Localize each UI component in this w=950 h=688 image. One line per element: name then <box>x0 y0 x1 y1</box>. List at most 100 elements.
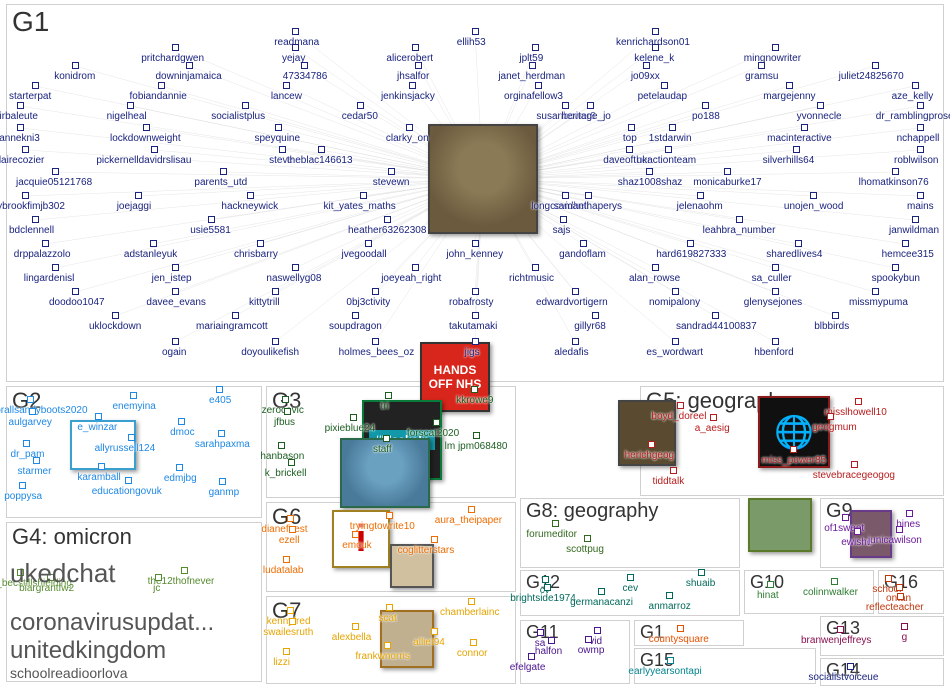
node-g7[interactable]: lizzi <box>273 658 290 668</box>
node-g7[interactable]: connor <box>457 649 488 659</box>
node-g3[interactable]: tri <box>380 402 388 412</box>
node-g6[interactable]: coglitterstars <box>398 546 455 556</box>
node-g6[interactable]: dianefirest <box>261 525 307 535</box>
node-g1[interactable]: joeyeah_right <box>381 274 441 284</box>
node-g5[interactable]: miss_power85 <box>762 456 826 466</box>
node-g2[interactable]: e_winzar <box>77 423 117 433</box>
node-g7[interactable]: alliet94 <box>413 638 445 648</box>
node-g1[interactable]: blbbirds <box>814 322 849 332</box>
node-g2[interactable]: poppysa <box>4 492 42 502</box>
node-g1[interactable]: mariaingramcott <box>196 322 268 332</box>
node-g5[interactable]: stevebracegeogog <box>813 471 895 481</box>
node-g10[interactable]: colinnwalker <box>803 588 858 598</box>
node-g1[interactable]: hemcee315 <box>882 250 934 260</box>
node-g1[interactable]: ellih53 <box>457 38 486 48</box>
node-g6[interactable]: ludatalab <box>263 566 304 576</box>
central-avatar[interactable] <box>428 124 538 234</box>
node-g15[interactable]: earlyyearsontapi <box>628 667 701 677</box>
node-g1[interactable]: clairecozier <box>0 156 44 166</box>
node-g3[interactable]: hanbason <box>260 452 304 462</box>
node-g1[interactable]: sandrad44100837 <box>676 322 757 332</box>
node-g1[interactable]: parents_utd <box>194 178 247 188</box>
node-g1[interactable]: hackneywick <box>221 202 278 212</box>
node-g2[interactable]: e405 <box>209 396 231 406</box>
node-g7[interactable]: chamberlainc <box>440 608 499 618</box>
node-g1[interactable]: nchappell <box>897 134 940 144</box>
node-g2[interactable]: safeedforallsandyboots2020 <box>0 406 88 416</box>
node-g1[interactable]: jigs <box>465 348 480 358</box>
node-g1[interactable]: pickernelldavidrslisau <box>96 156 191 166</box>
node-g16[interactable]: reflecteacher <box>866 603 924 613</box>
node-g1[interactable]: spookybun <box>872 274 920 284</box>
node-g1[interactable]: sharedlives4 <box>766 250 822 260</box>
node-g1[interactable]: gandoflam <box>559 250 606 260</box>
node-g1[interactable]: margejenny <box>763 92 815 102</box>
node-g1[interactable]: john_kenney <box>446 250 503 260</box>
node-g1[interactable]: sa_culler <box>752 274 792 284</box>
node-g7[interactable]: scat <box>378 614 396 624</box>
node-g1[interactable]: kelene_k <box>634 54 674 64</box>
node-g1[interactable]: takutamaki <box>449 322 497 332</box>
node-g14[interactable]: socialistvoiceue <box>808 673 878 683</box>
node-g1[interactable]: 0bj3ctivity <box>346 298 390 308</box>
node-g12[interactable]: anmarroz <box>649 602 691 612</box>
node-g1[interactable]: ukactionteam <box>637 156 696 166</box>
node-g1[interactable]: edwardvortigern <box>536 298 608 308</box>
node-g1[interactable]: yvonnecle <box>797 112 842 122</box>
node-g1[interactable]: monicaburke17 <box>693 178 761 188</box>
node-g13[interactable]: g <box>902 633 908 643</box>
node-g5[interactable]: tiddtalk <box>653 477 685 487</box>
node-g12[interactable]: germanacanzi <box>570 598 633 608</box>
node-g3[interactable]: kkrowe9 <box>456 396 493 406</box>
node-g1[interactable]: sajs <box>553 226 571 236</box>
node-g3[interactable]: staff <box>373 445 392 455</box>
node-g1[interactable]: usie5581 <box>190 226 231 236</box>
info-avatar[interactable]: i <box>332 510 390 568</box>
node-g1[interactable]: orginafellow3 <box>504 92 563 102</box>
node-g1[interactable]: chrisbarry <box>234 250 278 260</box>
node-g1[interactable]: heather63262308 <box>348 226 426 236</box>
node-g1[interactable]: glenysejones <box>744 298 802 308</box>
node-g3[interactable]: forscat2020 <box>407 429 459 439</box>
node-g5[interactable]: geogmum <box>812 423 856 433</box>
node-g1[interactable]: konidrom <box>54 72 95 82</box>
node-g1[interactable]: socialistplus <box>211 112 265 122</box>
node-g6[interactable]: ezell <box>279 536 300 546</box>
node-g1b[interactable]: countysquare <box>649 635 709 645</box>
node-g2[interactable]: aulgarvey <box>9 418 52 428</box>
node-g1[interactable]: drppalazzolo <box>14 250 71 260</box>
node-g1[interactable]: lhomatkinson76 <box>859 178 929 188</box>
node-g8[interactable]: forumeditor <box>526 530 577 540</box>
node-g1[interactable]: shaz1008shaz <box>618 178 683 188</box>
node-g1[interactable]: 47334786 <box>283 72 328 82</box>
node-g5[interactable]: herichgeog <box>625 451 674 461</box>
node-g1[interactable]: juliet24825670 <box>839 72 904 82</box>
node-g3[interactable]: jfbus <box>274 418 295 428</box>
node-g1[interactable]: downinjamaica <box>155 72 221 82</box>
node-g1[interactable]: lancew <box>271 92 302 102</box>
node-g1[interactable]: speyquine <box>254 134 300 144</box>
node-g2[interactable]: starmer <box>18 467 52 477</box>
node-g1[interactable]: jelenaohm <box>677 202 723 212</box>
node-g1[interactable]: pritchardgwen <box>141 54 204 64</box>
node-g1[interactable]: mains <box>907 202 934 212</box>
node-g8[interactable]: scottpug <box>566 545 604 555</box>
node-g1[interactable]: pirbaleute <box>0 112 38 122</box>
node-g6[interactable]: aura_theipaper <box>435 516 502 526</box>
node-g1[interactable]: lockdownweight <box>110 134 181 144</box>
node-g1[interactable]: hbenford <box>754 348 793 358</box>
node-g1[interactable]: hard619827333 <box>656 250 726 260</box>
node-g1[interactable]: mingnowriter <box>744 54 801 64</box>
node-g6[interactable]: tryingtowrite10 <box>350 522 415 532</box>
node-g1[interactable]: roblwilson <box>894 156 938 166</box>
node-g1[interactable]: jennybrookfimjb302 <box>0 202 65 212</box>
node-g1[interactable]: richtmusic <box>509 274 554 284</box>
node-g1[interactable]: doyoulikefish <box>241 348 299 358</box>
node-g2[interactable]: sarahpaxma <box>195 440 250 450</box>
node-g3[interactable]: zerocovic <box>262 406 304 416</box>
node-g1[interactable]: es_wordwart <box>646 348 703 358</box>
node-g4[interactable]: jc <box>153 584 160 594</box>
node-g1[interactable]: jenkinsjacky <box>381 92 435 102</box>
node-g4[interactable]: lkind <box>0 596 1 606</box>
node-g11[interactable]: owmp <box>578 646 605 656</box>
